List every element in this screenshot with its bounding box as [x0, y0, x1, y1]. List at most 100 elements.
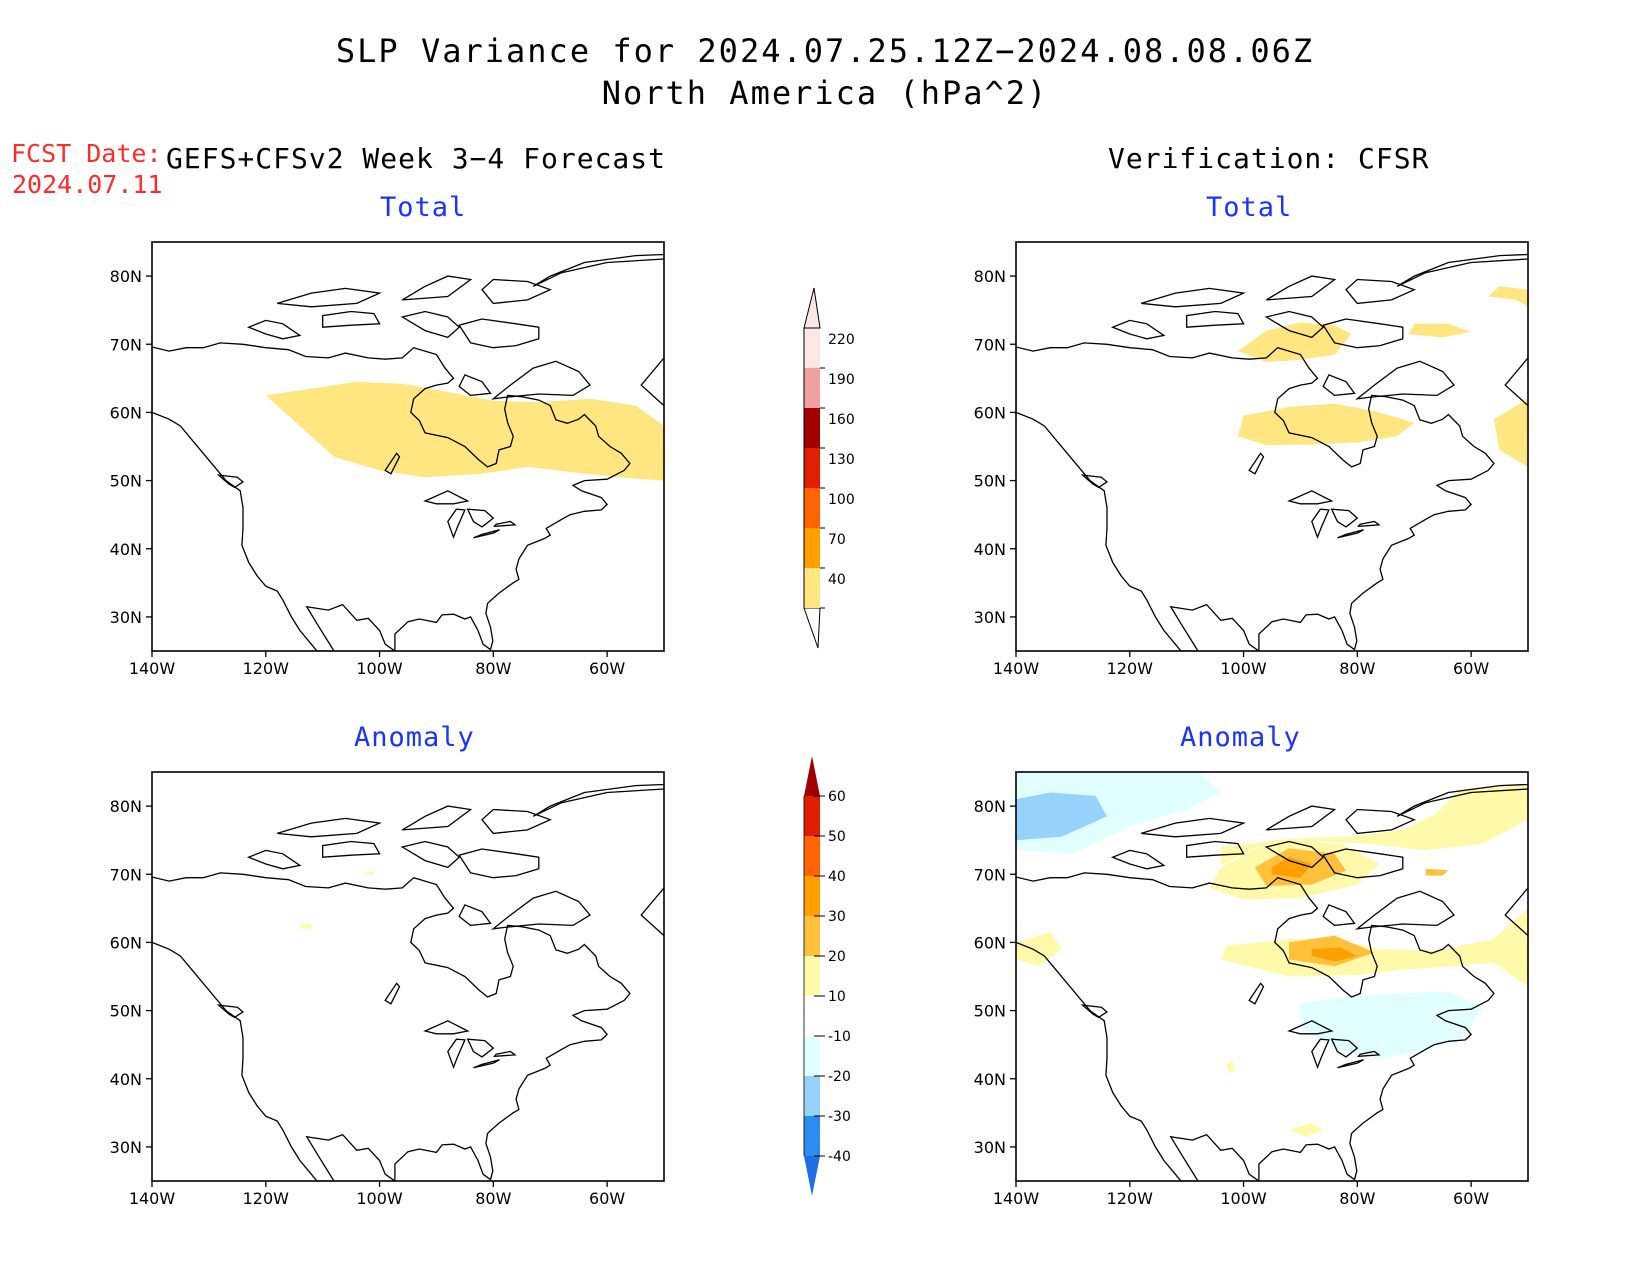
coastline [1330, 508, 1359, 528]
lat-tick-label: 80N [974, 797, 1006, 816]
panel-frame [1015, 771, 1529, 1182]
lat-tick-label: 50N [974, 1002, 1006, 1021]
lat-tick-label: 80N [110, 797, 142, 816]
coastline [400, 840, 461, 869]
coastline [473, 529, 500, 539]
lat-tick-label: 50N [110, 472, 142, 491]
coastline [384, 982, 401, 1005]
coastline [491, 360, 591, 400]
colorbar-box [804, 368, 820, 408]
lon-tick-label: 100W [356, 659, 403, 678]
shaded-region [1493, 398, 1528, 467]
coastline [447, 508, 466, 540]
map-panel-verif-anomaly: 80N 70N 60N 50N 40N 30N 140W 120W 100W 80W 60W [974, 771, 1529, 1208]
lon-tick-label: 140W [129, 1189, 176, 1208]
coastline [458, 848, 540, 879]
coastline [246, 849, 302, 870]
map-panel-fcst-total: 80N 70N 60N 50N 40N 30N 140W 120W 100W 80W 60W [110, 241, 665, 678]
shaded-region [1226, 1059, 1235, 1074]
lat-tick-label: 30N [110, 608, 142, 627]
coastline [1264, 310, 1325, 339]
colorbar-label: 40 [828, 869, 846, 885]
coastline [322, 840, 381, 858]
lon-tick-label: 60W [1453, 1189, 1489, 1208]
lon-tick-label: 120W [243, 659, 290, 678]
shaded-region [1220, 908, 1528, 987]
lon-tick-label: 80W [475, 659, 511, 678]
colorbar-box [804, 408, 820, 448]
coastline [423, 1020, 470, 1035]
colorbar-box [804, 448, 820, 488]
coastline [152, 342, 631, 651]
shaded-region [1016, 932, 1062, 967]
coastline [322, 310, 381, 328]
coastline [216, 474, 245, 489]
coastline [447, 1038, 466, 1070]
map-panel-verif-total: 80N 70N 60N 50N 40N 30N 140W 120W 100W 80W 60W [974, 241, 1529, 678]
coastline [1141, 817, 1246, 838]
shaded-region [1220, 784, 1528, 866]
coastline [1345, 278, 1416, 305]
coastline [1322, 318, 1404, 349]
coastline [1345, 808, 1416, 835]
coastline [1311, 508, 1330, 540]
colorbar-box [804, 916, 820, 956]
panel-frame [1015, 241, 1529, 652]
lon-tick-label: 140W [993, 659, 1040, 678]
lon-tick-label: 100W [356, 1189, 403, 1208]
coastline [473, 1059, 500, 1069]
panel-subtitle-verif-anomaly: Anomaly [1180, 722, 1301, 753]
colorbar-box [804, 1076, 820, 1116]
anomaly-colorbar: -40 -30 -20 -10 10 20 30 40 50 60 [803, 756, 851, 1196]
colorbar-upper-triangle [804, 756, 820, 796]
colorbar-label: 220 [828, 332, 855, 348]
colorbar-box [804, 796, 820, 836]
panel-frame [151, 771, 665, 1182]
map-panel-fcst-anomaly: 80N 70N 60N 50N 40N 30N 140W 120W 100W 80W 60W [110, 771, 665, 1208]
coastline [532, 253, 664, 407]
lon-tick-label: 100W [1220, 659, 1267, 678]
lon-tick-label: 120W [1107, 659, 1154, 678]
lat-tick-label: 60N [974, 933, 1006, 952]
coastline [466, 508, 495, 528]
colorbar-label: -20 [828, 1069, 851, 1085]
coastline [423, 490, 470, 505]
coastline [532, 783, 664, 937]
lat-tick-label: 60N [974, 403, 1006, 422]
shaded-region [265, 381, 664, 481]
coastline [1311, 1038, 1330, 1070]
colorbar-box [804, 836, 820, 876]
coastline [277, 287, 382, 308]
panel-subtitle-verif-total: Total [1206, 192, 1293, 223]
lat-tick-label: 70N [974, 335, 1006, 354]
lon-tick-label: 80W [1339, 1189, 1375, 1208]
coastline [481, 808, 552, 835]
colorbar-lower-triangle [803, 607, 821, 649]
fcst-date-label: FCST Date: [11, 139, 162, 168]
coastline [458, 904, 492, 927]
lon-tick-label: 80W [475, 1189, 511, 1208]
coastline [458, 318, 540, 349]
coastline [1264, 840, 1325, 869]
lon-tick-label: 140W [993, 1189, 1040, 1208]
lon-tick-label: 140W [129, 659, 176, 678]
lat-tick-label: 40N [974, 540, 1006, 559]
colorbar-lower-triangle [804, 1156, 820, 1196]
lat-tick-label: 30N [974, 608, 1006, 627]
panel-subtitle-fcst-anomaly: Anomaly [354, 722, 475, 753]
shaded-region [1311, 947, 1358, 962]
panel-frame [151, 241, 665, 652]
lat-tick-label: 30N [110, 1138, 142, 1157]
coastline [493, 1050, 517, 1058]
lat-tick-label: 60N [110, 403, 142, 422]
coastline [491, 890, 591, 930]
colorbar-label: 40 [828, 572, 846, 588]
lat-tick-label: 50N [110, 1002, 142, 1021]
colorbar-box [804, 328, 820, 368]
main-title: SLP Variance for 2024.07.25.12Z−2024.08.… [335, 32, 1315, 70]
coastline [1355, 360, 1455, 400]
panel-subtitle-fcst-total: Total [380, 192, 467, 223]
coastline [1016, 342, 1495, 651]
colorbar-upper-triangle [803, 287, 821, 329]
shaded-region [1272, 857, 1312, 878]
